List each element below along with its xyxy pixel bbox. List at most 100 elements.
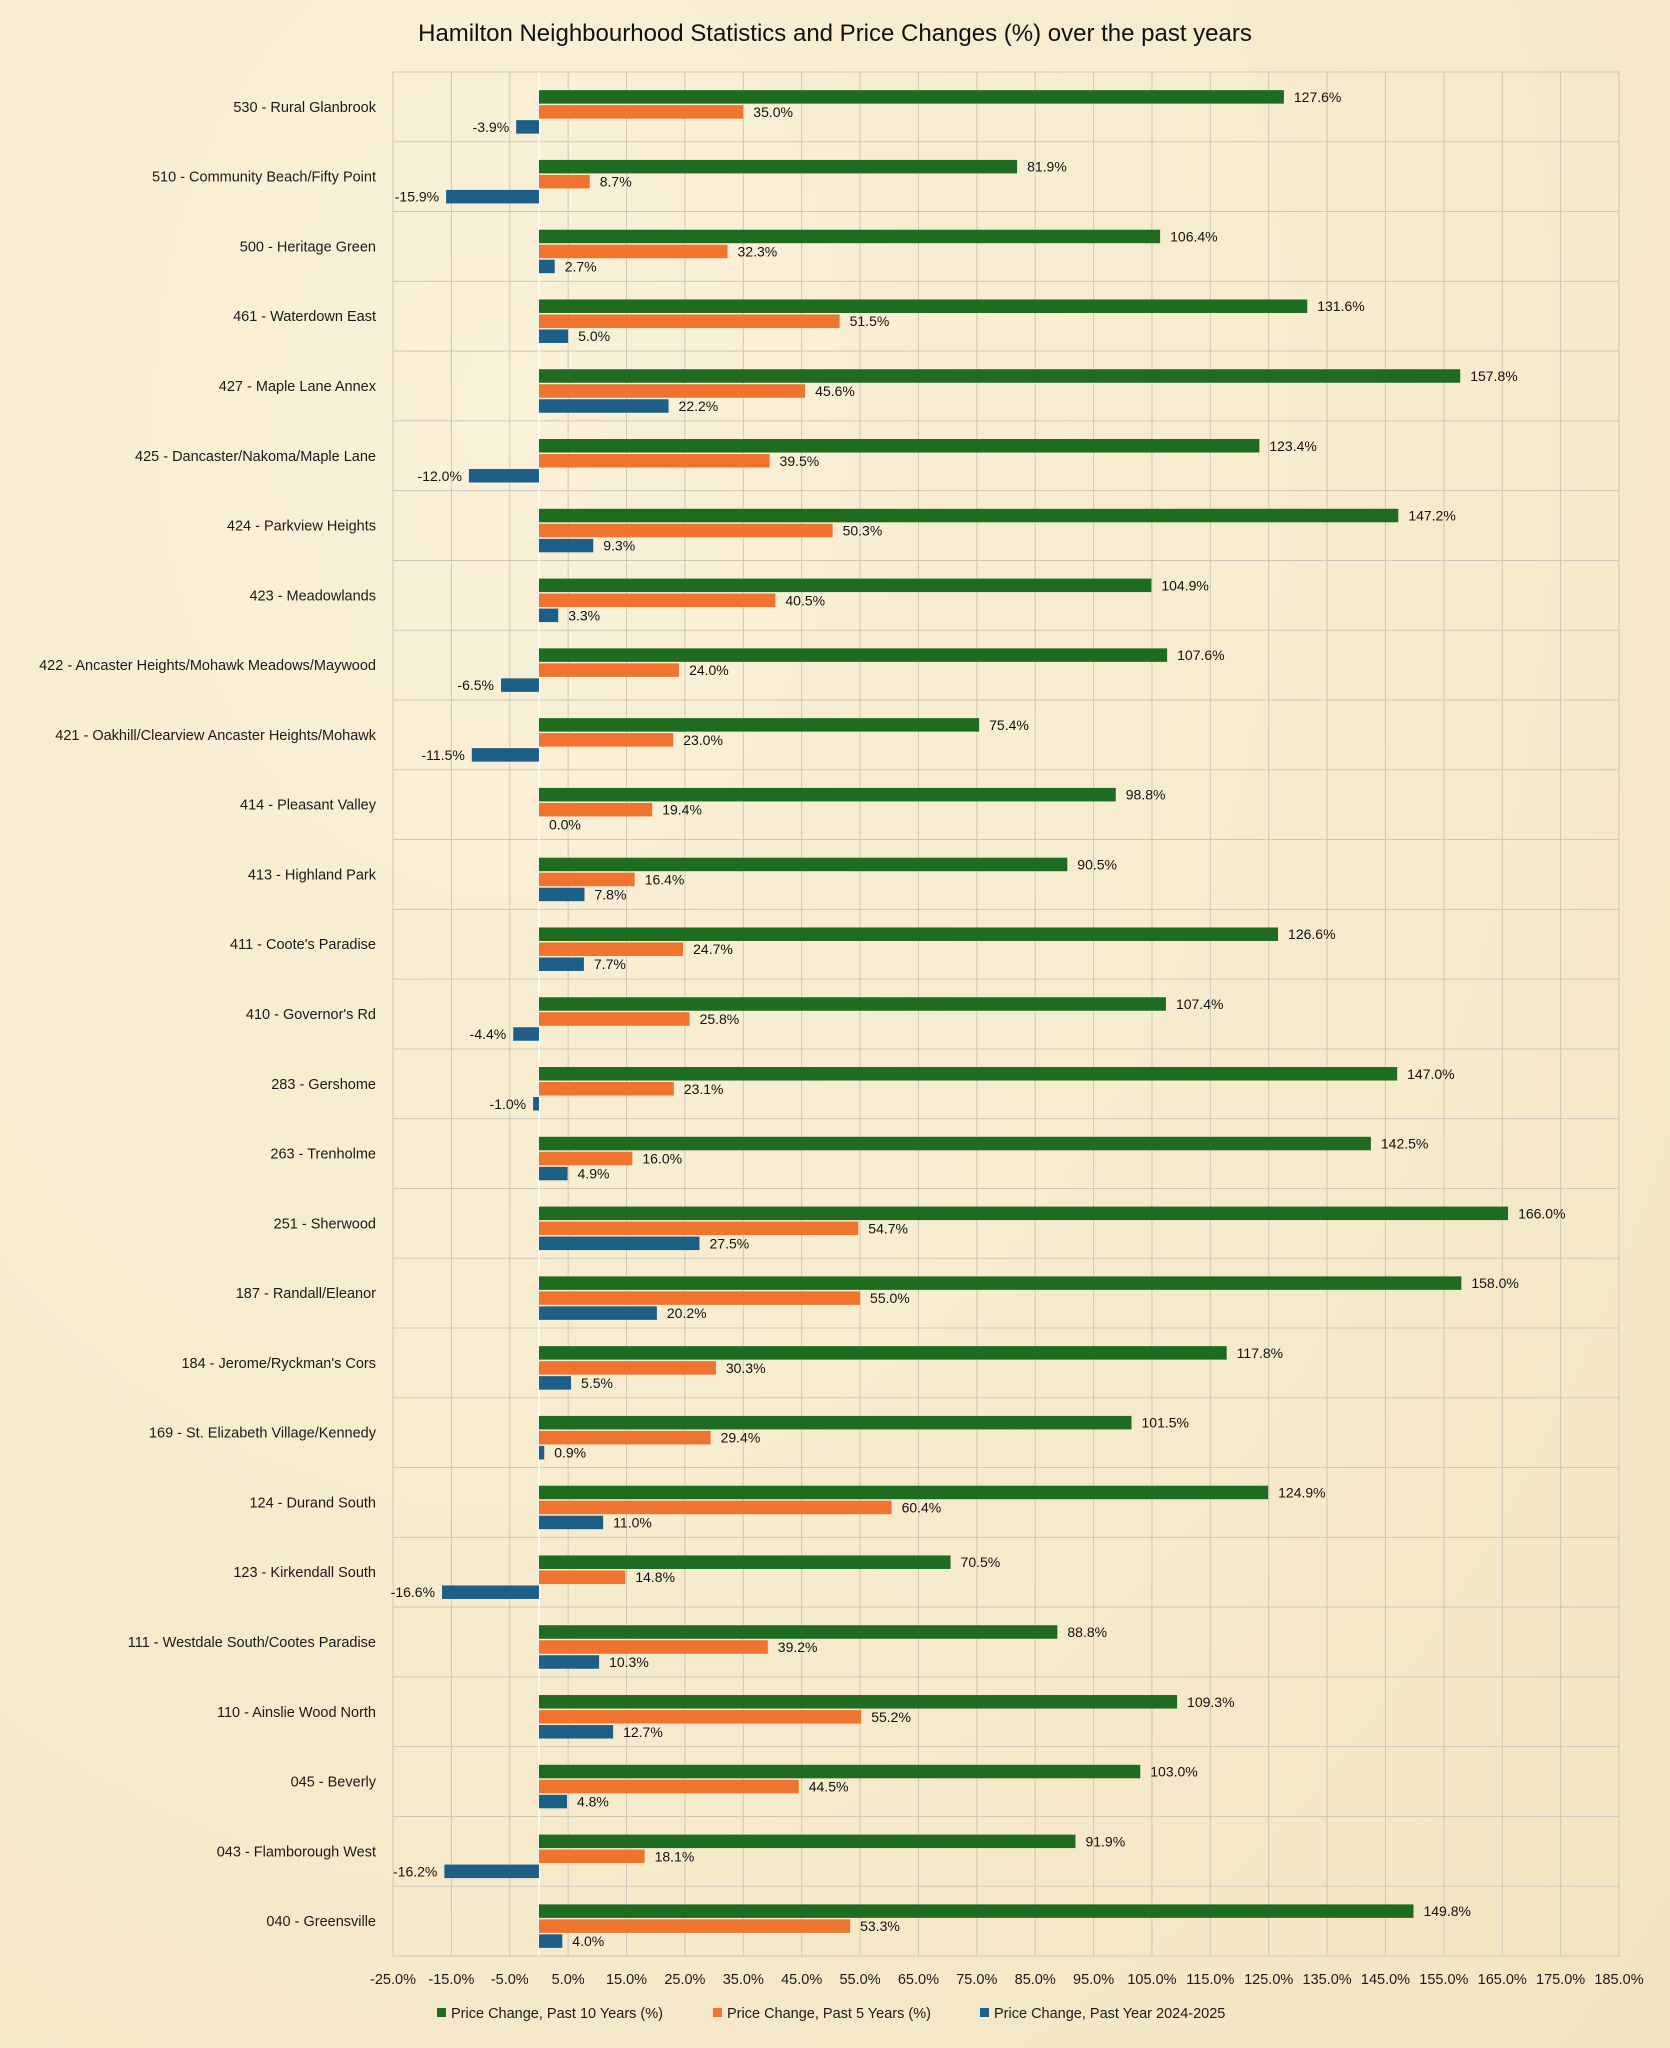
- category-label: 111 - Westdale South/Cootes Paradise: [128, 1635, 376, 1651]
- bar-price-change-past-year-2024-2025: [468, 469, 539, 483]
- data-label: 5.0%: [578, 328, 610, 344]
- bar-price-change-past-5-years: [538, 174, 590, 189]
- bar-price-change-past-10-years: [538, 787, 1116, 802]
- bar-price-change-past-5-years: [538, 593, 776, 608]
- bar-price-change-past-10-years: [538, 578, 1152, 593]
- data-label: 39.2%: [778, 1639, 818, 1655]
- bar-price-change-past-10-years: [538, 1555, 951, 1569]
- bar-price-change-past-year-2024-2025: [444, 1864, 539, 1879]
- legend-swatch: [713, 2008, 722, 2017]
- category-label: 043 - Flamborough West: [217, 1844, 376, 1860]
- legend-swatch: [980, 2008, 989, 2017]
- bar-price-change-past-10-years: [538, 1695, 1178, 1709]
- data-label: 4.0%: [572, 1933, 604, 1949]
- legend-swatch: [437, 2008, 446, 2017]
- data-label: 19.4%: [662, 802, 702, 818]
- bar-price-change-past-year-2024-2025: [538, 259, 555, 274]
- bar-price-change-past-10-years: [538, 299, 1308, 313]
- bar-price-change-past-5-years: [538, 1710, 862, 1724]
- data-label: 23.0%: [683, 732, 723, 748]
- category-label: 045 - Beverly: [291, 1775, 377, 1791]
- data-label: 39.5%: [780, 453, 820, 469]
- data-label: 24.0%: [689, 662, 729, 678]
- bar-price-change-past-year-2024-2025: [538, 1515, 604, 1530]
- category-label: 422 - Ancaster Heights/Mohawk Meadows/Ma…: [39, 658, 376, 674]
- x-tick-label: 15.0%: [606, 1972, 647, 1988]
- data-label: 22.2%: [679, 398, 719, 414]
- x-tick-label: 95.0%: [1073, 1972, 1114, 1988]
- category-label: 500 - Heritage Green: [240, 239, 376, 255]
- bar-price-change-past-year-2024-2025: [533, 1097, 539, 1111]
- data-label: 90.5%: [1077, 856, 1117, 872]
- bar-price-change-past-5-years: [538, 942, 684, 956]
- data-label: 12.7%: [623, 1724, 663, 1740]
- data-label: -1.0%: [490, 1096, 527, 1112]
- category-label: 421 - Oakhill/Clearview Ancaster Heights…: [55, 728, 376, 744]
- data-label: 29.4%: [721, 1430, 761, 1446]
- category-label: 461 - Waterdown East: [233, 309, 376, 325]
- data-label: 53.3%: [860, 1918, 900, 1934]
- x-tick-label: 115.0%: [1186, 1972, 1234, 1988]
- category-label: 110 - Ainslie Wood North: [217, 1705, 376, 1721]
- data-label: -4.4%: [470, 1026, 507, 1042]
- bar-price-change-past-year-2024-2025: [538, 1166, 568, 1181]
- bar-price-change-past-10-years: [538, 1764, 1141, 1779]
- data-label: 4.8%: [577, 1794, 609, 1810]
- data-label: 20.2%: [667, 1305, 707, 1321]
- bar-price-change-past-10-years: [538, 648, 1168, 662]
- legend-label: Price Change, Past 10 Years (%): [451, 2006, 663, 2022]
- data-label: -15.9%: [395, 189, 439, 205]
- bar-price-change-past-year-2024-2025: [471, 748, 539, 762]
- category-label: 410 - Governor's Rd: [246, 1007, 376, 1023]
- data-label: 81.9%: [1027, 159, 1067, 175]
- data-label: 142.5%: [1381, 1136, 1428, 1152]
- bar-price-change-past-10-years: [538, 857, 1068, 872]
- x-tick-label: 65.0%: [898, 1972, 939, 1988]
- bar-price-change-past-5-years: [538, 1221, 859, 1236]
- data-label: 0.9%: [554, 1445, 586, 1461]
- x-tick-label: 175.0%: [1536, 1972, 1585, 1988]
- bar-price-change-past-year-2024-2025: [538, 957, 584, 971]
- x-tick-label: 35.0%: [723, 1972, 764, 1988]
- x-tick-label: -5.0%: [491, 1972, 529, 1988]
- bar-price-change-past-5-years: [538, 802, 653, 817]
- x-tick-label: -25.0%: [370, 1972, 416, 1988]
- data-label: -6.5%: [457, 677, 494, 693]
- x-tick-label: 165.0%: [1478, 1972, 1527, 1988]
- bar-price-change-past-year-2024-2025: [538, 1445, 545, 1460]
- data-labels: 127.6% 35.0% -3.9% 81.9% 8.7% -15.9% 106.4% 32.…: [391, 89, 1566, 1949]
- data-label: 3.3%: [568, 607, 600, 623]
- data-label: 11.0%: [613, 1514, 652, 1530]
- data-label: 16.0%: [642, 1151, 682, 1167]
- data-label: 109.3%: [1187, 1694, 1234, 1710]
- bar-price-change-past-10-years: [538, 1276, 1462, 1290]
- data-label: 106.4%: [1170, 228, 1217, 244]
- data-label: -11.5%: [421, 747, 464, 763]
- category-label: 423 - Meadowlands: [249, 588, 376, 604]
- bar-price-change-past-year-2024-2025: [516, 120, 539, 134]
- bar-price-change-past-10-years: [538, 997, 1166, 1011]
- bar-price-change-past-10-years: [538, 1136, 1371, 1151]
- category-labels: 530 - Rural Glanbrook 510 - Community Bea…: [39, 100, 377, 1930]
- bar-price-change-past-10-years: [538, 229, 1161, 244]
- data-label: 2.7%: [565, 258, 597, 274]
- data-label: 54.7%: [868, 1220, 908, 1236]
- bar-price-change-past-5-years: [538, 1430, 711, 1445]
- category-label: 427 - Maple Lane Annex: [219, 379, 377, 395]
- x-axis-ticks: -25.0% -15.0% -5.0% 5.0% 15.0% 25.0% 35.0% 45.0…: [370, 1972, 1644, 1988]
- bar-price-change-past-10-years: [538, 508, 1399, 523]
- data-label: 60.4%: [902, 1499, 942, 1515]
- x-tick-label: 55.0%: [839, 1972, 880, 1988]
- x-tick-label: 45.0%: [781, 1972, 822, 1988]
- bar-price-change-past-year-2024-2025: [538, 399, 669, 413]
- legend: Price Change, Past 10 Years (%) Price Cha…: [437, 2006, 1225, 2022]
- data-label: 5.5%: [581, 1375, 613, 1391]
- data-label: 75.4%: [989, 717, 1029, 733]
- data-label: 16.4%: [645, 871, 685, 887]
- bar-price-change-past-year-2024-2025: [538, 1376, 572, 1390]
- data-label: 101.5%: [1142, 1415, 1189, 1431]
- category-label: 510 - Community Beach/Fifty Point: [152, 170, 376, 186]
- category-label: 169 - St. Elizabeth Village/Kennedy: [149, 1426, 377, 1442]
